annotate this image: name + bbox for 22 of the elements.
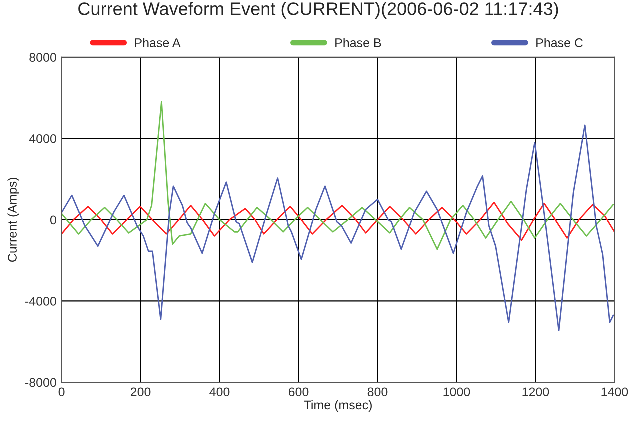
- x-axis-title: Time (msec): [304, 400, 372, 412]
- chart-title: Current Waveform Event (CURRENT)(2006-06-02 11:17:43): [78, 2, 558, 19]
- x-tick-label: 1400: [602, 388, 628, 397]
- x-tick-label: 1200: [522, 388, 550, 397]
- line-series: [62, 101, 614, 250]
- legend-label: Phase B: [336, 38, 382, 48]
- legend-label: Phase A: [135, 38, 181, 48]
- x-tick-label: 0: [58, 388, 65, 397]
- line-series: [62, 202, 615, 241]
- x-tick-label: 600: [288, 388, 309, 397]
- y-axis-title: Current (Amps): [8, 178, 20, 262]
- y-tick-label: -8000: [26, 378, 56, 388]
- x-tick-label: 400: [210, 388, 230, 397]
- y-tick-label: 8000: [30, 53, 56, 62]
- x-tick-label: 1000: [444, 388, 470, 397]
- y-tick-label: 0: [50, 216, 56, 225]
- y-tick-label: 4000: [29, 134, 56, 144]
- x-tick-label: 200: [130, 388, 151, 397]
- y-tick-label: -4000: [26, 297, 56, 306]
- x-tick-label: 800: [368, 388, 388, 397]
- line-series: [62, 124, 614, 332]
- legend-label: Phase C: [536, 38, 584, 48]
